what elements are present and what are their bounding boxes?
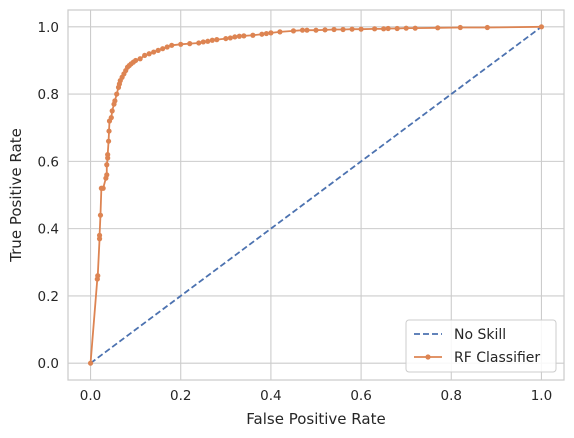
data-point-rf-classifier	[155, 47, 161, 53]
data-point-rf-classifier	[151, 49, 157, 55]
data-point-rf-classifier	[331, 26, 337, 33]
data-point-rf-classifier	[146, 51, 152, 57]
data-point-rf-classifier	[381, 26, 387, 32]
data-point-rf-classifier	[95, 273, 101, 279]
y-tick-label: 0.4	[38, 222, 59, 238]
data-point-rf-classifier	[142, 52, 148, 59]
x-tick-label: 0.6	[350, 388, 371, 404]
data-point-rf-classifier	[313, 27, 319, 33]
legend-box	[405, 319, 557, 373]
data-point-rf-classifier	[250, 32, 256, 38]
data-point-rf-classifier	[164, 44, 170, 50]
legend-label-no-skill: No Skill	[454, 327, 506, 343]
data-point-rf-classifier	[236, 33, 242, 39]
x-tick-label: 0.0	[80, 388, 101, 404]
legend-label-rf-classifier: RF Classifier	[454, 350, 540, 366]
data-point-rf-classifier	[385, 25, 391, 32]
y-tick-label: 1.0	[38, 20, 59, 36]
data-point-rf-classifier	[403, 25, 409, 31]
data-point-rf-classifier	[214, 37, 220, 43]
data-point-rf-classifier	[112, 98, 118, 104]
y-tick-label: 0.0	[38, 356, 59, 372]
data-point-rf-classifier	[160, 46, 166, 52]
data-point-rf-classifier	[259, 31, 265, 37]
series-line-no-skill	[90, 26, 542, 364]
data-point-rf-classifier	[97, 212, 104, 218]
x-tick-label: 0.4	[260, 388, 281, 404]
data-point-rf-classifier	[223, 35, 229, 42]
data-point-rf-classifier	[457, 24, 463, 31]
data-point-rf-classifier	[104, 162, 110, 168]
x-tick-label: 1.0	[531, 388, 552, 404]
data-point-rf-classifier	[109, 108, 115, 114]
legend: No Skill RF Classifier	[405, 319, 557, 373]
data-point-rf-classifier	[232, 34, 238, 40]
data-point-rf-classifier	[187, 41, 193, 47]
data-point-rf-classifier	[100, 185, 106, 191]
data-point-rf-classifier	[435, 25, 441, 31]
data-point-rf-classifier	[322, 27, 328, 33]
data-point-rf-classifier	[290, 28, 297, 34]
data-point-rf-classifier	[209, 37, 215, 43]
data-point-rf-classifier	[104, 172, 110, 178]
data-point-rf-classifier	[372, 26, 378, 32]
data-point-rf-classifier	[340, 26, 346, 33]
series-layer	[87, 24, 545, 366]
data-point-rf-classifier	[169, 42, 175, 48]
data-point-rf-classifier	[299, 27, 306, 33]
y-axis-label: True Positive Rate	[7, 128, 25, 263]
data-point-rf-classifier	[108, 115, 114, 121]
data-point-rf-classifier	[304, 27, 310, 33]
y-tick-label: 0.6	[38, 154, 59, 170]
data-point-rf-classifier	[133, 57, 139, 64]
grid-lines	[68, 10, 564, 380]
x-axis-ticks: 0.0 0.2 0.4 0.6 0.8 1.0	[80, 388, 552, 404]
data-point-rf-classifier	[196, 40, 202, 46]
data-point-rf-classifier	[105, 138, 112, 144]
data-point-rf-classifier	[178, 41, 184, 47]
data-point-rf-classifier	[87, 360, 94, 366]
data-point-rf-classifier	[114, 91, 120, 97]
data-point-rf-classifier	[227, 35, 233, 41]
data-point-rf-classifier	[277, 29, 283, 35]
y-axis-ticks: 0.0 0.2 0.4 0.6 0.8 1.0	[38, 20, 59, 372]
data-point-rf-classifier	[96, 232, 103, 238]
x-axis-label: False Positive Rate	[246, 410, 385, 428]
data-point-rf-classifier	[358, 26, 364, 32]
data-point-rf-classifier	[106, 128, 112, 134]
plot-frame	[67, 9, 565, 381]
data-point-rf-classifier	[394, 25, 400, 32]
x-tick-label: 0.2	[170, 388, 191, 404]
data-point-rf-classifier	[205, 38, 211, 44]
data-point-rf-classifier	[200, 39, 206, 45]
data-point-rf-classifier	[484, 24, 490, 31]
data-point-rf-classifier	[349, 26, 355, 32]
x-tick-label: 0.8	[441, 388, 462, 404]
data-point-rf-classifier	[137, 56, 143, 62]
y-tick-label: 0.8	[38, 87, 59, 103]
data-point-rf-classifier	[241, 33, 247, 39]
data-point-rf-classifier	[538, 24, 545, 30]
data-point-rf-classifier	[412, 25, 418, 31]
data-point-rf-classifier	[105, 152, 111, 158]
legend-marker-rf-classifier	[425, 354, 431, 360]
data-point-rf-classifier	[268, 30, 274, 36]
y-tick-label: 0.2	[38, 289, 59, 305]
data-point-rf-classifier	[263, 30, 269, 37]
